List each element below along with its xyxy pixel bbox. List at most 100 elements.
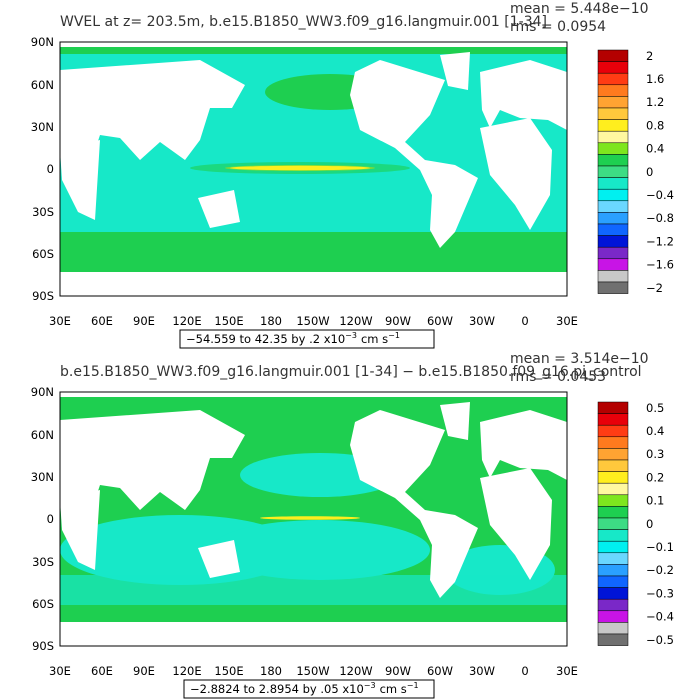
colorbar-swatch bbox=[597, 517, 629, 530]
colorbar-label: 0 bbox=[646, 517, 653, 531]
colorbar-label: 0.2 bbox=[646, 470, 664, 484]
colorbar-swatch bbox=[597, 223, 629, 236]
lat-label: 30S bbox=[32, 205, 54, 219]
panel-2-colorbar: 0.5 0.4 0.3 0.2 0.1 0 −0.1 −0.2 −0.3 −0.4 −0.5 bbox=[597, 401, 674, 647]
colorbar-label: 0.4 bbox=[646, 424, 664, 438]
svg-text:−2.8824 to 2.8954 by .05 x10−3: −2.8824 to 2.8954 by .05 x10−3 cm s−1 bbox=[190, 681, 419, 696]
colorbar-label: −0.4 bbox=[646, 188, 674, 202]
lat-label: 60N bbox=[31, 78, 54, 92]
colorbar-swatch bbox=[597, 413, 629, 426]
colorbar-swatch bbox=[597, 448, 629, 461]
range-units-exponent: −1 bbox=[407, 681, 419, 690]
range-units: cm s bbox=[380, 682, 407, 696]
land bbox=[60, 42, 567, 296]
colorbar-swatch bbox=[597, 130, 629, 144]
panel-2: b.e15.B1850_WW3.f09_g16.langmuir.001 [1-… bbox=[0, 350, 700, 700]
colorbar-swatch bbox=[597, 154, 629, 167]
lat-label: 30S bbox=[32, 555, 54, 569]
range-exponent: −3 bbox=[364, 681, 376, 690]
colorbar-label: −0.8 bbox=[646, 211, 674, 225]
colorbar-label: −0.4 bbox=[646, 610, 674, 624]
panel-1-title: WVEL at z= 203.5m, b.e15.B1850_WW3.f09_g… bbox=[60, 14, 547, 30]
lon-label: 0 bbox=[521, 314, 528, 328]
panel-1-rms: rms = 0.0954 bbox=[510, 19, 606, 35]
lon-label: 120E bbox=[172, 314, 201, 328]
panel-1-range-box: −54.559 to 42.35 by .2 x10−3 cm s−1 bbox=[179, 329, 435, 349]
lon-label: 30E bbox=[556, 314, 578, 328]
colorbar-swatch bbox=[597, 436, 629, 449]
panel-2-lon-axis: 30E 60E 90E 120E 150E 180 150W 120W 90W … bbox=[49, 664, 578, 678]
lat-label: 90S bbox=[32, 639, 54, 653]
colorbar-swatch bbox=[597, 459, 629, 472]
colorbar-swatch bbox=[597, 258, 629, 271]
panel-2-range-box: −2.8824 to 2.8954 by .05 x10−3 cm s−1 bbox=[183, 679, 435, 699]
colorbar-swatch bbox=[597, 598, 629, 612]
panel-1: WVEL at z= 203.5m, b.e15.B1850_WW3.f09_g… bbox=[31, 1, 674, 349]
lon-label: 180 bbox=[260, 314, 282, 328]
colorbar-label: −0.3 bbox=[646, 586, 674, 600]
lon-label: 30W bbox=[469, 664, 495, 678]
panel-2-mean: mean = 3.514e−10 bbox=[510, 351, 649, 367]
colorbar-swatch bbox=[597, 212, 629, 225]
colorbar-swatch bbox=[597, 84, 629, 97]
lon-label: 90E bbox=[133, 664, 155, 678]
range-exponent: −3 bbox=[345, 331, 357, 340]
colorbar-swatch bbox=[597, 575, 629, 588]
panel-1-canvas: WVEL at z= 203.5m, b.e15.B1850_WW3.f09_g… bbox=[31, 1, 674, 349]
colorbar-swatch bbox=[597, 188, 629, 202]
colorbar-swatch bbox=[597, 610, 629, 623]
map-frame bbox=[59, 391, 568, 647]
colorbar-swatch bbox=[597, 482, 629, 496]
colorbar-label: 0.4 bbox=[646, 142, 664, 156]
lat-label: 90N bbox=[31, 35, 54, 49]
colorbar-swatch bbox=[597, 564, 629, 577]
lon-label: 150E bbox=[214, 314, 243, 328]
colorbar-swatch bbox=[597, 494, 629, 507]
colorbar-swatch bbox=[597, 552, 629, 565]
colorbar-label: 1.6 bbox=[646, 72, 664, 86]
colorbar-swatch bbox=[597, 72, 629, 86]
colorbar-label: 0.8 bbox=[646, 118, 664, 132]
colorbar-swatch bbox=[597, 633, 629, 646]
lon-label: 0 bbox=[521, 664, 528, 678]
colorbar-swatch bbox=[597, 165, 629, 178]
lat-label: 60S bbox=[32, 597, 54, 611]
panel-2-rms: rms = 0.0453 bbox=[510, 369, 606, 385]
panel-1-map bbox=[59, 41, 568, 297]
colorbar-swatch bbox=[597, 246, 629, 260]
colorbar-label: −1.2 bbox=[646, 234, 674, 248]
lon-label: 180 bbox=[260, 664, 282, 678]
lon-label: 30W bbox=[469, 314, 495, 328]
southern-ocean-band bbox=[60, 575, 567, 605]
colorbar-swatch bbox=[597, 622, 629, 635]
equatorial-stripe bbox=[260, 516, 360, 520]
colorbar-swatch bbox=[597, 529, 629, 542]
colorbar-label: 1.2 bbox=[646, 95, 664, 109]
panel-2-map bbox=[59, 391, 568, 647]
map-frame bbox=[59, 41, 568, 297]
lon-label: 120E bbox=[172, 664, 201, 678]
range-units: cm s bbox=[361, 332, 388, 346]
colorbar-swatch bbox=[597, 96, 629, 109]
colorbar-label: −0.5 bbox=[646, 633, 674, 647]
lon-label: 60E bbox=[91, 664, 113, 678]
south-pacific-region bbox=[210, 520, 430, 580]
equatorial-upwelling bbox=[230, 165, 370, 171]
colorbar-swatch bbox=[597, 506, 629, 519]
lon-label: 90W bbox=[385, 314, 411, 328]
colorbar-swatch bbox=[597, 587, 629, 600]
colorbar-swatch bbox=[597, 424, 629, 438]
lon-label: 150E bbox=[214, 664, 243, 678]
colorbar-label: 0.5 bbox=[646, 401, 664, 415]
colorbar-swatch bbox=[597, 200, 629, 213]
colorbar-swatch bbox=[597, 177, 629, 190]
lat-label: 60S bbox=[32, 247, 54, 261]
lon-label: 60W bbox=[427, 314, 453, 328]
lon-label: 150W bbox=[296, 314, 329, 328]
range-text: −54.559 to 42.35 by .2 x10 bbox=[186, 332, 345, 346]
panel-1-mean: mean = 5.448e−10 bbox=[510, 1, 649, 17]
colorbar-swatch bbox=[597, 107, 629, 120]
colorbar-label: −1.6 bbox=[646, 258, 674, 272]
panel-2-lat-axis: 90N 60N 30N 0 30S 60S 90S bbox=[31, 385, 54, 653]
colorbar-swatch bbox=[597, 142, 629, 155]
